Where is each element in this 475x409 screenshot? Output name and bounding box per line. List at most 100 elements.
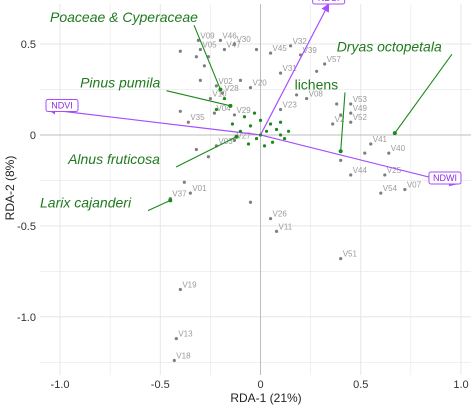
index-label: NDSI [318,0,340,3]
site-point [214,84,219,88]
site-point [198,47,202,52]
species-point [168,198,173,203]
species-point [252,111,257,115]
species-point [338,149,343,154]
y-tick-label: 0 [30,130,36,142]
site-point [349,173,353,177]
species-label: lichens [295,76,339,92]
species-point [254,136,259,141]
site-label: V13 [178,330,193,339]
site-point [194,55,198,59]
site-label: V07 [407,181,422,190]
site-label: V54 [383,184,398,193]
site-point [248,86,253,90]
site-label: V04 [216,104,231,113]
site-point [178,287,182,292]
site-label: V44 [353,166,368,175]
site-label: V03 [218,137,233,146]
site-point [339,158,343,163]
site-label: V40 [391,144,406,153]
site-point [268,51,273,55]
site-point [339,113,343,117]
site-point [248,200,253,204]
species-point [234,134,239,139]
site-point [294,93,299,97]
species-point [214,107,219,112]
index-label-box [45,98,79,112]
site-point [254,47,259,52]
site-point [196,38,200,42]
index-label-box [312,0,346,5]
site-label: V19 [182,281,197,290]
site-label: V23 [283,100,298,109]
species-leader-line [166,90,231,107]
site-point [349,102,353,106]
site-point [278,107,283,112]
site-label: V37 [172,190,187,199]
x-tick-label: -0.5 [151,379,170,391]
species-label: Poaceae & Cyperaceae [50,9,198,25]
site-point [218,38,223,42]
site-label: V51 [343,250,358,259]
site-point [232,113,237,117]
index-arrow [47,106,261,136]
site-point [188,191,192,195]
site-label: V52 [353,113,368,122]
index-arrow [260,134,458,187]
site-label: V29 [236,106,251,115]
species-label: Dryas octopetala [337,38,442,54]
x-tick-label: -1.0 [51,379,70,391]
site-point [349,120,353,124]
site-label: V01 [192,184,207,193]
site-point [274,229,279,233]
site-point [387,151,391,155]
site-point [335,102,339,106]
species-point [222,96,227,101]
site-label: V11 [279,222,293,231]
species-point [274,127,279,132]
site-point [206,155,210,159]
index-label: NDWI [433,173,457,183]
site-label: V32 [293,37,308,46]
site-point [232,138,237,142]
site-point [194,147,198,152]
site-point [178,109,182,113]
site-point [172,358,176,363]
site-point [349,111,353,115]
site-label: V45 [273,44,288,53]
site-label: V30 [236,35,251,44]
species-point [258,118,263,122]
site-point [278,71,283,75]
species-point [242,115,247,119]
species-point [392,131,397,136]
species-leader-line [175,136,237,168]
site-point [363,151,367,155]
species-point [270,140,275,144]
site-point [232,42,237,46]
grid [40,4,471,375]
site-point [288,44,293,48]
x-axis-title: RDA-1 (21%) [230,391,301,405]
y-axis-title: RDA-2 (8%) [3,156,17,221]
site-point [268,216,273,221]
site-label: V35 [190,113,205,122]
x-tick-label: 1.0 [453,379,468,391]
site-label: V27 [236,131,251,140]
species-leader-line [193,24,221,90]
site-label: V20 [252,79,267,88]
species-point [238,129,243,133]
site-point [238,78,243,82]
species-point [268,122,273,126]
site-point [212,111,217,115]
site-point [331,122,335,126]
y-tick-label: -1.0 [17,312,36,324]
species-point [218,87,223,92]
site-label: V25 [387,166,402,175]
site-label: V31 [283,64,298,73]
index-arrow [259,3,330,136]
x-tick-labels: -1.0 -0.5 0 0.5 1.0 [51,379,469,391]
index-label: NDVI [51,100,73,110]
site-label: V08 [309,90,324,99]
index-label-box [428,171,462,185]
